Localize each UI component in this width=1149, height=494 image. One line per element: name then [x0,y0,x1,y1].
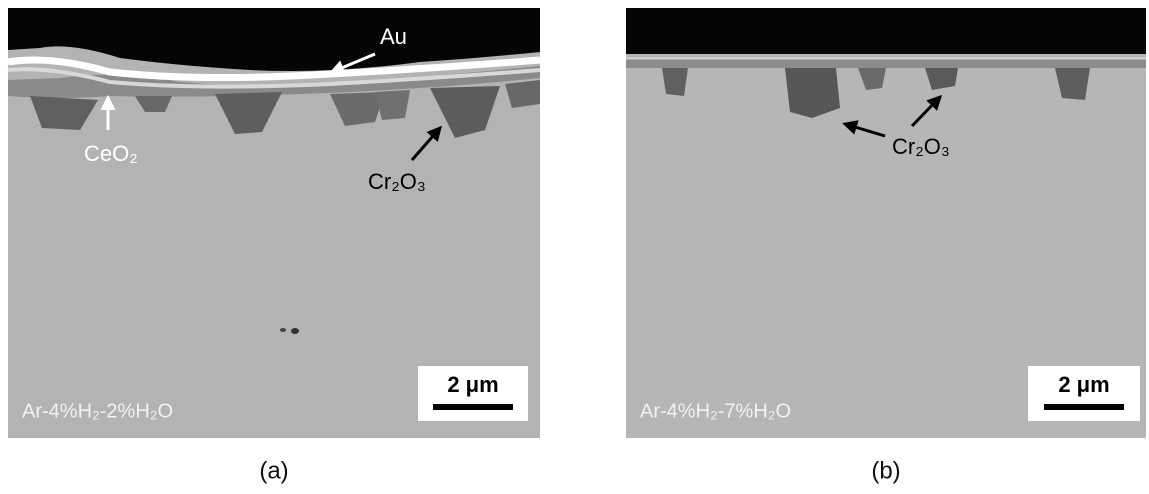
annotation: Cr₂O₃ [368,169,426,194]
cr2o3-grain [662,68,688,96]
panel-a: Au CeO₂ Cr₂O₃ Ar-4%H₂-2%H₂O 2 μm (a) [8,8,540,484]
scale-label: 2 μm [1058,372,1109,397]
annotation: CeO₂ [84,141,138,166]
figure: Au CeO₂ Cr₂O₃ Ar-4%H₂-2%H₂O 2 μm (a) Cr₂… [0,0,1149,494]
scale-bar [433,404,513,410]
cr2o3-grain [785,68,840,118]
pore [291,328,299,334]
panel-b: Cr₂O₃ Ar-4%H₂-7%H₂O 2 μm (b) [626,8,1146,484]
pore [280,328,286,332]
caption: (a) [259,457,288,484]
annotation: Au [380,24,407,49]
condition-label: Ar-4%H₂-7%H₂O [640,400,791,422]
annotation: Cr₂O₃ [892,134,950,159]
scale-bar [1044,404,1124,410]
mount [626,8,1146,54]
condition-label: Ar-4%H₂-2%H₂O [22,400,173,422]
scale-label: 2 μm [447,372,498,397]
caption: (b) [871,457,900,484]
